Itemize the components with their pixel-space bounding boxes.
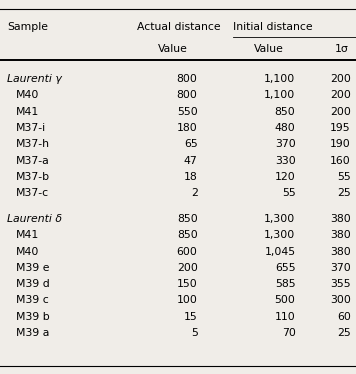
Text: 200: 200	[330, 91, 351, 101]
Text: 15: 15	[184, 312, 198, 322]
Text: Laurenti δ: Laurenti δ	[7, 214, 62, 224]
Text: 25: 25	[337, 188, 351, 198]
Text: 195: 195	[330, 123, 351, 133]
Text: Actual distance: Actual distance	[137, 22, 221, 32]
Text: 200: 200	[330, 107, 351, 117]
Text: M39 a: M39 a	[16, 328, 49, 338]
Text: 850: 850	[275, 107, 295, 117]
Text: 1σ: 1σ	[335, 45, 349, 54]
Text: 850: 850	[177, 214, 198, 224]
Text: 55: 55	[337, 172, 351, 182]
Text: M41: M41	[16, 107, 39, 117]
Text: 1,300: 1,300	[264, 214, 295, 224]
Text: 1,300: 1,300	[264, 230, 295, 240]
Text: M37-c: M37-c	[16, 188, 49, 198]
Text: 500: 500	[274, 295, 295, 306]
Text: 380: 380	[330, 246, 351, 257]
Text: Sample: Sample	[7, 22, 48, 32]
Text: 585: 585	[275, 279, 295, 289]
Text: 1,100: 1,100	[264, 91, 295, 101]
Text: M41: M41	[16, 230, 39, 240]
Text: 380: 380	[330, 230, 351, 240]
Text: M40: M40	[16, 91, 40, 101]
Text: 480: 480	[275, 123, 295, 133]
Text: 25: 25	[337, 328, 351, 338]
Text: 180: 180	[177, 123, 198, 133]
Text: 55: 55	[282, 188, 295, 198]
Text: 65: 65	[184, 139, 198, 149]
Text: 1,100: 1,100	[264, 74, 295, 84]
Text: M40: M40	[16, 246, 40, 257]
Text: Initial distance: Initial distance	[233, 22, 313, 32]
Text: 355: 355	[330, 279, 351, 289]
Text: 190: 190	[330, 139, 351, 149]
Text: 800: 800	[177, 91, 198, 101]
Text: 70: 70	[282, 328, 295, 338]
Text: M39 e: M39 e	[16, 263, 49, 273]
Text: 850: 850	[177, 230, 198, 240]
Text: Value: Value	[254, 45, 284, 54]
Text: 150: 150	[177, 279, 198, 289]
Text: 2: 2	[191, 188, 198, 198]
Text: 5: 5	[191, 328, 198, 338]
Text: 47: 47	[184, 156, 198, 166]
Text: 100: 100	[177, 295, 198, 306]
Text: M37-i: M37-i	[16, 123, 46, 133]
Text: M37-a: M37-a	[16, 156, 50, 166]
Text: 120: 120	[275, 172, 295, 182]
Text: 18: 18	[184, 172, 198, 182]
Text: M39 b: M39 b	[16, 312, 50, 322]
Text: Laurenti γ: Laurenti γ	[7, 74, 62, 84]
Text: 800: 800	[177, 74, 198, 84]
Text: 300: 300	[330, 295, 351, 306]
Text: 550: 550	[177, 107, 198, 117]
Text: Value: Value	[158, 45, 188, 54]
Text: 160: 160	[330, 156, 351, 166]
Text: M39 c: M39 c	[16, 295, 49, 306]
Text: 370: 370	[275, 139, 295, 149]
Text: M39 d: M39 d	[16, 279, 50, 289]
Text: 200: 200	[330, 74, 351, 84]
Text: 1,045: 1,045	[265, 246, 295, 257]
Text: 200: 200	[177, 263, 198, 273]
Text: 600: 600	[177, 246, 198, 257]
Text: 380: 380	[330, 214, 351, 224]
Text: M37-b: M37-b	[16, 172, 50, 182]
Text: 330: 330	[275, 156, 295, 166]
Text: M37-h: M37-h	[16, 139, 50, 149]
Text: 655: 655	[275, 263, 295, 273]
Text: 110: 110	[275, 312, 295, 322]
Text: 60: 60	[337, 312, 351, 322]
Text: 370: 370	[330, 263, 351, 273]
